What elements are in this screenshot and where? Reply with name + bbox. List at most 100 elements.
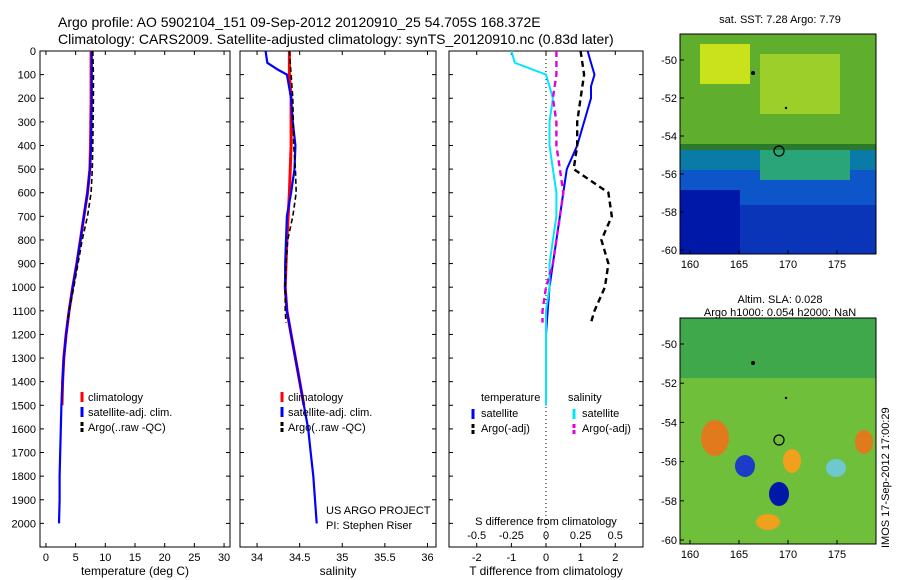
map-y-tick-label: -60 <box>661 245 677 257</box>
legend-label: Argo(-adj) <box>582 423 631 435</box>
legend-label: Argo(-adj) <box>481 423 530 435</box>
series-line-1-1 <box>60 51 93 406</box>
s-tick-label: 0.5 <box>608 530 623 542</box>
y-tick-label: 1400 <box>12 377 36 389</box>
x-tick-label: 10 <box>99 552 111 564</box>
x-tick-label: 0 <box>543 552 549 564</box>
map-y-tick-label: -56 <box>661 457 677 469</box>
profile-panel-2: 34 34.5 35 35.5 36 salinity climatology satelli… <box>239 50 437 578</box>
x-tick-label: 5 <box>73 552 79 564</box>
x-tick-label: 34.5 <box>289 552 310 564</box>
y-tick-label: 1300 <box>12 353 36 365</box>
header-line-1: Argo profile: AO 5902104_151 09-Sep-2012… <box>58 14 541 30</box>
s-tick-label: -0.25 <box>499 530 524 542</box>
x-tick-label: -1 <box>506 552 516 564</box>
y-tick-label: 600 <box>18 188 36 200</box>
legend-label: satellite <box>481 408 518 420</box>
series-line-3-3 <box>510 50 558 406</box>
y-tick-label: 1700 <box>12 448 36 460</box>
map-y-tick-label: -58 <box>661 207 677 219</box>
x-axis-label: salinity <box>320 564 357 578</box>
series-line-1-2 <box>57 51 93 524</box>
s-tick-label: 0.25 <box>570 530 591 542</box>
map-x-tick-label: 170 <box>779 549 797 561</box>
y-tick-label: 200 <box>18 93 36 105</box>
x-tick-label: 1 <box>578 552 584 564</box>
map-y-tick-label: -56 <box>661 169 677 181</box>
x-tick-label: 20 <box>159 552 171 564</box>
s-axis-label: S difference from climatology <box>475 516 617 528</box>
y-tick-label: 700 <box>18 211 36 223</box>
legend-label: satellite-adj. clim. <box>88 407 172 419</box>
series-line-3-4 <box>541 51 565 323</box>
map-y-tick-label: -52 <box>661 378 677 390</box>
map-y-tick-label: -58 <box>661 496 677 508</box>
x-tick-label: -2 <box>472 552 482 564</box>
legend-heading: salinity <box>568 392 602 404</box>
map2-title-2: Argo h1000: 0.054 h2000: NaN <box>703 307 857 319</box>
y-tick-label: 100 <box>18 70 36 82</box>
y-tick-label: 400 <box>18 140 36 152</box>
map-y-tick-label: -54 <box>661 131 677 143</box>
x-axis-label: temperature (deg C) <box>81 564 189 578</box>
map2-title-1: Altim. SLA: 0.028 <box>737 294 823 306</box>
legend-label: satellite <box>582 408 619 420</box>
map-y-tick-label: -60 <box>661 535 677 547</box>
series-line-3-2 <box>572 50 614 323</box>
x-tick-label: 2 <box>612 552 618 564</box>
y-tick-label: 1500 <box>12 400 36 412</box>
legend-label: Argo(..raw -QC) <box>288 422 366 434</box>
y-tick-label: 1000 <box>12 282 36 294</box>
legend-label: climatology <box>288 392 344 404</box>
legend-heading: temperature <box>481 392 540 404</box>
x-tick-label: 25 <box>188 552 200 564</box>
map-x-tick-label: 165 <box>730 259 748 271</box>
map-x-tick-label: 160 <box>681 549 699 561</box>
y-tick-label: 1200 <box>12 329 36 341</box>
header-line-2: Climatology: CARS2009. Satellite-adjuste… <box>58 31 614 47</box>
x-tick-label: 0 <box>43 552 49 564</box>
sst-map <box>679 33 877 255</box>
profile-panel-1: 0100200300400500600700800900100011001200… <box>12 46 231 578</box>
map-x-tick-label: 175 <box>828 259 846 271</box>
pi-credit: PI: Stephen Riser <box>326 520 413 532</box>
y-tick-label: 1600 <box>12 424 36 436</box>
x-axis-label: T difference from climatology <box>469 564 623 578</box>
legend-label: climatology <box>88 392 144 404</box>
y-tick-label: 1800 <box>12 471 36 483</box>
s-tick-label: -0.5 <box>467 530 486 542</box>
series-line-2-3 <box>284 50 298 323</box>
project-credit: US ARGO PROJECT <box>326 505 431 517</box>
series-line-1-3 <box>66 50 95 323</box>
map1-title: sat. SST: 7.28 Argo: 7.79 <box>719 14 841 26</box>
x-tick-label: 34 <box>251 552 263 564</box>
y-tick-label: 1100 <box>12 306 36 318</box>
panel-frame <box>39 50 231 548</box>
panel-frame <box>239 50 437 548</box>
x-tick-label: 36 <box>421 552 433 564</box>
series-line-2-2 <box>264 50 318 524</box>
map-y-tick-label: -50 <box>661 339 677 351</box>
y-tick-label: 300 <box>18 117 36 129</box>
s-tick-label: 0 <box>543 530 549 542</box>
x-tick-label: 15 <box>129 552 141 564</box>
y-tick-label: 900 <box>18 259 36 271</box>
map-y-tick-label: -54 <box>661 417 677 429</box>
y-tick-label: 1900 <box>12 495 36 507</box>
sla-map <box>679 317 877 545</box>
map-x-tick-label: 160 <box>681 259 699 271</box>
x-tick-label: 35.5 <box>374 552 395 564</box>
x-tick-label: 35 <box>336 552 348 564</box>
y-tick-label: 500 <box>18 164 36 176</box>
y-tick-label: 800 <box>18 235 36 247</box>
legend-label: satellite-adj. clim. <box>288 407 372 419</box>
profile-panel-3: -2 -1 0 1 2T difference from climatology -0.5… <box>448 50 644 578</box>
map-x-tick-label: 175 <box>828 549 846 561</box>
map-x-tick-label: 170 <box>779 259 797 271</box>
x-tick-label: 30 <box>218 552 230 564</box>
map-y-tick-label: -50 <box>661 55 677 67</box>
y-tick-label: 0 <box>30 46 36 58</box>
map-y-tick-label: -52 <box>661 93 677 105</box>
legend-label: Argo(..raw -QC) <box>88 422 166 434</box>
